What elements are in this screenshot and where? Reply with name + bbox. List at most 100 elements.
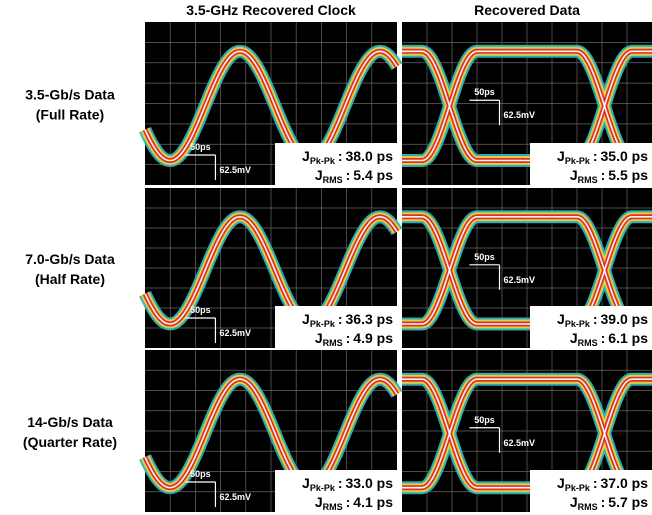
column-header: 3.5-GHz Recovered Clock xyxy=(186,2,356,18)
jitter-separator: : xyxy=(601,167,606,183)
jitter-label: JPk-Pk:36.3 ps xyxy=(302,311,393,329)
time-scale-label: 50ps xyxy=(190,305,211,315)
jitter-symbol: J xyxy=(557,475,565,491)
jitter-value: 33.0 ps xyxy=(346,475,394,491)
jitter-subscript: Pk-Pk xyxy=(565,319,591,329)
row-label: (Half Rate) xyxy=(35,271,105,287)
jitter-symbol: J xyxy=(557,148,565,164)
waveform xyxy=(144,50,398,162)
jitter-subscript: Pk-Pk xyxy=(310,319,336,329)
voltage-scale-label: 62.5mV xyxy=(504,275,536,285)
waveform xyxy=(144,216,398,325)
jitter-label: JRMS:5.4 ps xyxy=(315,167,393,185)
waveform xyxy=(144,378,398,489)
time-scale-label: 50ps xyxy=(190,142,211,152)
waveform xyxy=(402,50,652,162)
jitter-label: JPk-Pk:37.0 ps xyxy=(557,475,648,493)
jitter-box xyxy=(275,306,397,348)
jitter-label: JRMS:5.7 ps xyxy=(570,494,648,512)
jitter-separator: : xyxy=(346,494,351,510)
jitter-subscript: RMS xyxy=(323,175,343,185)
jitter-separator: : xyxy=(338,311,343,327)
jitter-label: JRMS:4.9 ps xyxy=(315,330,393,348)
waveform xyxy=(402,216,652,325)
jitter-separator: : xyxy=(338,475,343,491)
jitter-box xyxy=(275,470,397,512)
jitter-value: 5.7 ps xyxy=(608,494,648,510)
column-header: Recovered Data xyxy=(474,2,580,18)
jitter-value: 37.0 ps xyxy=(601,475,649,491)
jitter-box xyxy=(530,470,652,512)
time-scale-label: 50ps xyxy=(190,469,211,479)
jitter-symbol: J xyxy=(302,475,310,491)
jitter-separator: : xyxy=(346,330,351,346)
jitter-symbol: J xyxy=(315,167,323,183)
voltage-scale-label: 62.5mV xyxy=(219,165,251,175)
voltage-scale-label: 62.5mV xyxy=(219,328,251,338)
jitter-value: 5.4 ps xyxy=(353,167,393,183)
jitter-label: JRMS:5.5 ps xyxy=(570,167,648,185)
jitter-separator: : xyxy=(593,148,598,164)
jitter-label: JPk-Pk:35.0 ps xyxy=(557,148,648,166)
jitter-subscript: Pk-Pk xyxy=(565,483,591,493)
row-label: (Quarter Rate) xyxy=(23,434,117,450)
jitter-subscript: RMS xyxy=(578,338,598,348)
jitter-label: JPk-Pk:38.0 ps xyxy=(302,148,393,166)
jitter-symbol: J xyxy=(557,311,565,327)
jitter-symbol: J xyxy=(315,494,323,510)
waveform xyxy=(402,50,652,162)
jitter-subscript: Pk-Pk xyxy=(310,483,336,493)
waveform xyxy=(402,378,652,489)
jitter-box xyxy=(530,143,652,185)
jitter-separator: : xyxy=(593,475,598,491)
time-scale-label: 50ps xyxy=(474,415,495,425)
jitter-separator: : xyxy=(601,330,606,346)
row-label: 14-Gb/s Data xyxy=(27,414,113,430)
jitter-symbol: J xyxy=(570,494,578,510)
voltage-scale-label: 62.5mV xyxy=(219,492,251,502)
jitter-value: 35.0 ps xyxy=(601,148,649,164)
jitter-value: 6.1 ps xyxy=(608,330,648,346)
jitter-subscript: Pk-Pk xyxy=(565,156,591,166)
jitter-value: 4.1 ps xyxy=(353,494,393,510)
voltage-scale-label: 62.5mV xyxy=(504,110,536,120)
jitter-box xyxy=(275,143,397,185)
jitter-separator: : xyxy=(338,148,343,164)
jitter-symbol: J xyxy=(570,330,578,346)
jitter-symbol: J xyxy=(315,330,323,346)
jitter-subscript: RMS xyxy=(578,502,598,512)
row-label: (Full Rate) xyxy=(36,107,104,123)
waveform xyxy=(402,216,652,325)
jitter-separator: : xyxy=(601,494,606,510)
jitter-label: JPk-Pk:39.0 ps xyxy=(557,311,648,329)
jitter-label: JPk-Pk:33.0 ps xyxy=(302,475,393,493)
jitter-symbol: J xyxy=(302,311,310,327)
jitter-value: 39.0 ps xyxy=(601,311,649,327)
row-label: 7.0-Gb/s Data xyxy=(25,251,115,267)
jitter-value: 5.5 ps xyxy=(608,167,648,183)
voltage-scale-label: 62.5mV xyxy=(504,438,536,448)
jitter-subscript: RMS xyxy=(323,338,343,348)
waveform xyxy=(402,378,652,489)
jitter-separator: : xyxy=(346,167,351,183)
jitter-subscript: RMS xyxy=(578,175,598,185)
row-label: 3.5-Gb/s Data xyxy=(25,87,115,103)
jitter-symbol: J xyxy=(570,167,578,183)
time-scale-label: 50ps xyxy=(474,252,495,262)
jitter-box xyxy=(530,306,652,348)
jitter-value: 36.3 ps xyxy=(346,311,394,327)
jitter-separator: : xyxy=(593,311,598,327)
jitter-symbol: J xyxy=(302,148,310,164)
jitter-value: 4.9 ps xyxy=(353,330,393,346)
jitter-subscript: Pk-Pk xyxy=(310,156,336,166)
jitter-value: 38.0 ps xyxy=(346,148,394,164)
jitter-label: JRMS:6.1 ps xyxy=(570,330,648,348)
time-scale-label: 50ps xyxy=(474,87,495,97)
